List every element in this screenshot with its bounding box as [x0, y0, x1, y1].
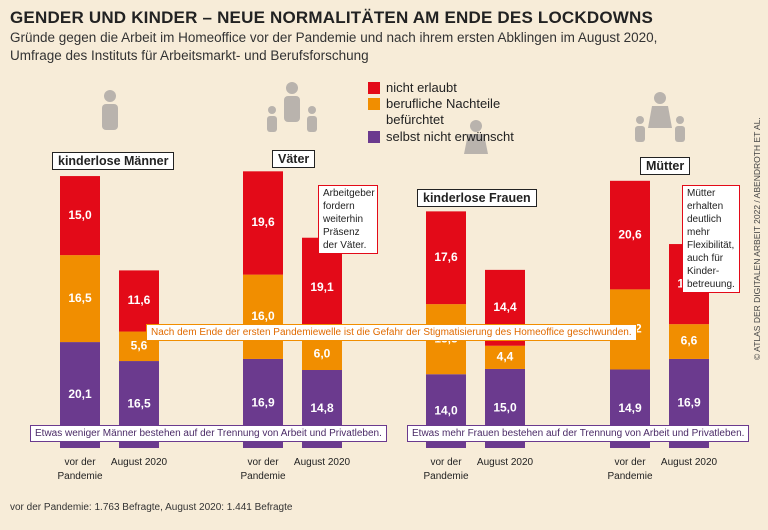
value-label: 4,4	[497, 350, 514, 364]
annotation: Mütter erhalten deutlich mehr Flexibilit…	[682, 185, 740, 293]
x-tick-label: August 2020	[293, 457, 351, 468]
value-label: 6,6	[681, 334, 698, 348]
bar-segment	[60, 255, 100, 343]
icons	[102, 82, 685, 154]
bar-segment	[243, 274, 283, 359]
x-tick-label: August 2020	[110, 457, 168, 468]
annotation: Etwas mehr Frauen bestehen auf der Trenn…	[407, 425, 750, 442]
x-tick-label: vor der Pandemie	[423, 457, 469, 482]
value-label: 6,0	[314, 346, 331, 360]
subtitle: Gründe gegen die Arbeit im Homeoffice vo…	[10, 30, 658, 45]
x-tick-label: vor der Pandemie	[607, 457, 653, 482]
value-label: 19,6	[251, 215, 275, 229]
legend-label: selbst nicht erwünscht	[386, 129, 514, 144]
bar-segment	[243, 171, 283, 275]
value-label: 11,6	[128, 293, 151, 307]
value-label: 19,1	[310, 280, 334, 294]
value-label: 14,4	[493, 300, 517, 314]
group-label: Mütter	[640, 157, 691, 175]
value-label: 14,9	[618, 401, 642, 415]
value-label: 16,9	[251, 396, 275, 410]
annotation: Nach dem Ende der ersten Pandemiewelle i…	[146, 324, 637, 341]
credit: © ATLAS DER DIGITALEN ARBEIT 2022 / ABEN…	[752, 117, 762, 360]
bar-segment	[302, 338, 342, 371]
x-tick-label: August 2020	[476, 457, 534, 468]
subtitle: Umfrage des Instituts für Arbeitsmarkt- …	[10, 48, 369, 63]
value-label: 5,6	[131, 338, 148, 352]
value-label: 15,0	[68, 208, 92, 222]
annotation: Etwas weniger Männer bestehen auf der Tr…	[30, 425, 387, 442]
bar-segment	[669, 324, 709, 359]
bar-segment	[485, 345, 525, 369]
legend-swatch	[368, 82, 380, 94]
bar-segment	[60, 176, 100, 256]
value-label: 15,0	[493, 401, 517, 415]
value-label: 16,5	[127, 397, 151, 411]
title: GENDER UND KINDER – NEUE NORMALITÄTEN AM…	[10, 8, 654, 27]
legend-swatch	[368, 98, 380, 110]
value-label: 16,9	[677, 396, 701, 410]
legend-swatch	[368, 131, 380, 143]
value-label: 20,6	[618, 227, 642, 241]
value-label: 16,0	[251, 309, 275, 323]
group-label: kinderlose Männer	[52, 152, 175, 170]
value-label: 16,5	[68, 291, 92, 305]
value-label: 14,0	[434, 403, 458, 417]
value-label: 17,6	[434, 250, 458, 264]
value-label: 14,8	[310, 401, 334, 415]
bar-segment	[119, 270, 159, 332]
legend-label: berufliche Nachteile befürchtet	[386, 96, 501, 127]
group-label: Väter	[272, 150, 316, 168]
x-tick-label: vor der Pandemie	[57, 457, 103, 482]
bar-segment	[302, 237, 342, 339]
bar-segment	[426, 211, 466, 305]
x-tick-label: vor der Pandemie	[240, 457, 286, 482]
group-label: kinderlose Frauen	[417, 189, 537, 207]
annotation: Arbeitgeber fordern weiterhin Präsenz de…	[318, 185, 378, 254]
value-label: 20,1	[68, 387, 92, 401]
x-tick-label: August 2020	[660, 457, 718, 468]
footnote: vor der Pandemie: 1.763 Befragte, August…	[10, 502, 293, 513]
bar-segment	[610, 180, 650, 290]
legend-label: nicht erlaubt	[386, 80, 457, 95]
